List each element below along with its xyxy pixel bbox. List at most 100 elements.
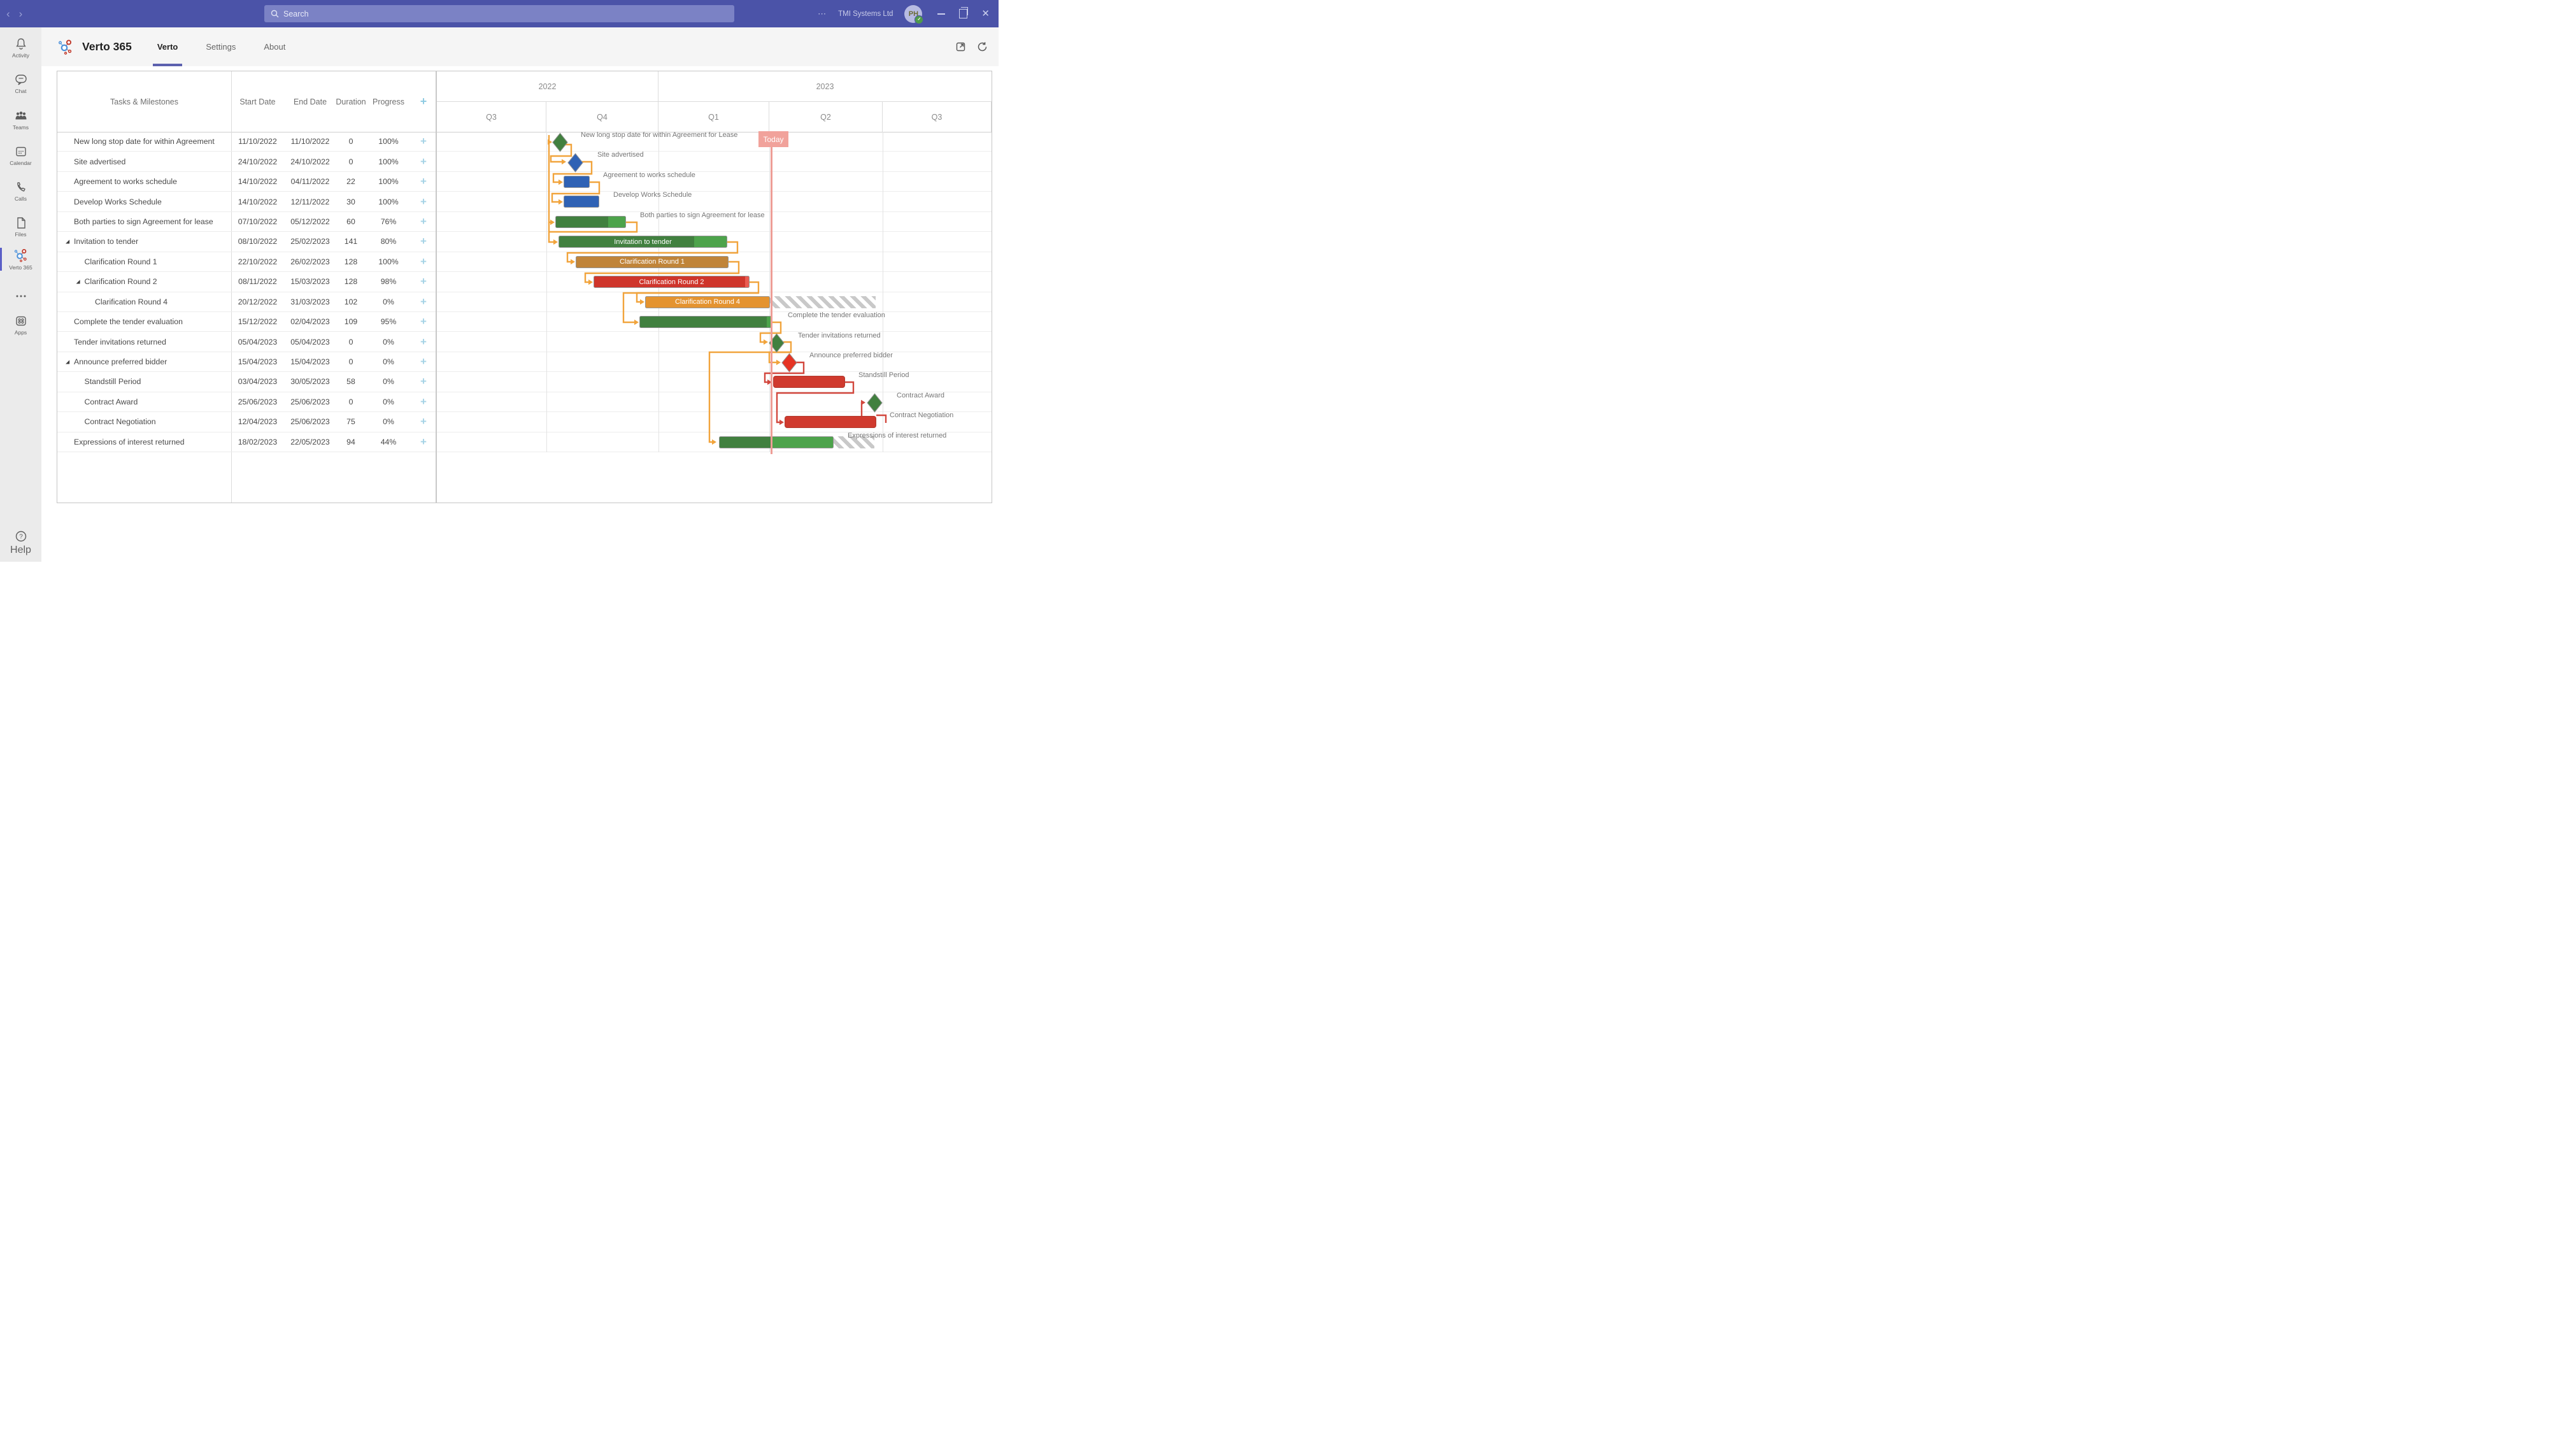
minimize-icon[interactable] bbox=[937, 13, 946, 15]
task-name: Standstill Period bbox=[84, 377, 141, 387]
table-row[interactable]: Site advertised 24/10/2022 24/10/2022 0 100%… bbox=[57, 152, 436, 172]
collapse-triangle-icon[interactable]: ◢ bbox=[66, 359, 70, 365]
gantt-bar[interactable] bbox=[639, 316, 772, 329]
quarter-label: Q2 bbox=[769, 102, 883, 132]
sidebar-item-verto-365[interactable]: Verto 365 bbox=[0, 244, 41, 275]
back-icon[interactable]: ‹ bbox=[6, 7, 10, 20]
task-progress: 100% bbox=[378, 137, 399, 146]
gantt-row bbox=[437, 312, 992, 332]
table-row[interactable]: Clarification Round 1 22/10/2022 26/02/202… bbox=[57, 252, 436, 273]
row-add-button[interactable]: + bbox=[420, 375, 427, 388]
sidebar-item-help[interactable]: ? Help bbox=[0, 529, 41, 557]
col-duration[interactable]: Duration bbox=[336, 97, 366, 106]
gantt-bar[interactable]: Clarification Round 2 bbox=[594, 276, 750, 289]
table-row[interactable]: Develop Works Schedule 14/10/2022 12/11/20… bbox=[57, 192, 436, 212]
avatar[interactable]: PH ✓ bbox=[904, 4, 924, 24]
table-row[interactable]: Expressions of interest returned 18/02/20… bbox=[57, 432, 436, 452]
tab-verto[interactable]: Verto bbox=[157, 27, 178, 66]
table-row[interactable]: ◢ Clarification Round 2 08/11/2022 15/03/20… bbox=[57, 272, 436, 292]
sidebar-item-apps[interactable]: Apps bbox=[0, 310, 41, 340]
task-end: 26/02/2023 bbox=[290, 257, 330, 266]
titlebar-more-icon[interactable]: ⋯ bbox=[818, 8, 827, 18]
collapse-triangle-icon[interactable]: ◢ bbox=[66, 238, 70, 245]
gantt-bar[interactable]: Clarification Round 1 bbox=[576, 255, 729, 268]
sidebar-item-files[interactable]: Files bbox=[0, 211, 41, 242]
refresh-icon[interactable] bbox=[976, 41, 988, 53]
quarter-label: Q1 bbox=[658, 102, 769, 132]
row-add-button[interactable]: + bbox=[420, 275, 427, 288]
task-name: Contract Negotiation bbox=[84, 417, 156, 427]
tab-about[interactable]: About bbox=[264, 42, 286, 52]
gantt-bar[interactable]: Clarification Round 4 bbox=[645, 296, 770, 308]
gantt-bar-segment bbox=[694, 236, 727, 248]
gantt-bar[interactable] bbox=[785, 416, 876, 429]
sidebar-item-chat[interactable]: Chat bbox=[0, 68, 41, 99]
row-add-button[interactable]: + bbox=[420, 295, 427, 308]
row-add-button[interactable]: + bbox=[420, 255, 427, 268]
col-progress[interactable]: Progress bbox=[372, 97, 405, 106]
gantt-bar[interactable]: Invitation to tender bbox=[559, 236, 727, 248]
gantt-bar[interactable] bbox=[773, 376, 845, 389]
col-tasks[interactable]: Tasks & Milestones bbox=[110, 97, 178, 106]
forward-icon[interactable]: › bbox=[18, 7, 23, 20]
app-rail: Activity Chat Teams Calendar Calls Files Verto… bbox=[0, 27, 41, 562]
collapse-triangle-icon[interactable]: ◢ bbox=[76, 278, 80, 285]
row-add-button[interactable]: + bbox=[420, 315, 427, 328]
sidebar-item-teams[interactable]: Teams bbox=[0, 104, 41, 135]
popout-icon[interactable] bbox=[955, 41, 967, 53]
table-row[interactable]: Contract Award 25/06/2023 25/06/2023 0 0% + bbox=[57, 392, 436, 413]
task-duration: 141 bbox=[344, 237, 358, 246]
table-row[interactable]: New long stop date for within Agreement 1… bbox=[57, 132, 436, 152]
close-icon[interactable]: ✕ bbox=[981, 8, 990, 19]
gantt-row bbox=[437, 192, 992, 212]
gantt-bar[interactable] bbox=[719, 436, 834, 448]
table-row[interactable]: Tender invitations returned 05/04/2023 05/… bbox=[57, 332, 436, 352]
sidebar-item-activity[interactable]: Activity bbox=[0, 32, 41, 63]
sidebar-item-calls[interactable]: Calls bbox=[0, 176, 41, 206]
table-row[interactable]: Clarification Round 4 20/12/2022 31/03/202… bbox=[57, 292, 436, 312]
gantt-bar[interactable] bbox=[564, 175, 590, 188]
table-row[interactable]: Complete the tender evaluation 15/12/2022… bbox=[57, 312, 436, 332]
table-row[interactable]: Agreement to works schedule 14/10/2022 04/… bbox=[57, 172, 436, 192]
table-row[interactable]: Both parties to sign Agreement for lease… bbox=[57, 212, 436, 232]
row-add-button[interactable]: + bbox=[420, 335, 427, 348]
table-row[interactable]: ◢ Announce preferred bidder 15/04/2023 15/0… bbox=[57, 352, 436, 373]
task-start: 03/04/2023 bbox=[238, 377, 278, 387]
table-row[interactable]: Contract Negotiation 12/04/2023 25/06/2023… bbox=[57, 412, 436, 432]
task-end: 05/04/2023 bbox=[290, 337, 330, 346]
search-input[interactable]: Search bbox=[264, 5, 734, 22]
gantt-bar-label: Invitation to tender bbox=[614, 238, 672, 246]
row-add-button[interactable]: + bbox=[420, 395, 427, 408]
gantt-bar-segment bbox=[608, 216, 625, 227]
task-name: Site advertised bbox=[74, 157, 126, 166]
col-end-date[interactable]: End Date bbox=[293, 97, 327, 106]
row-add-button[interactable]: + bbox=[420, 135, 427, 148]
gantt-bar-segment bbox=[767, 317, 771, 328]
tab-settings[interactable]: Settings bbox=[206, 42, 236, 52]
org-name[interactable]: TMI Systems Ltd bbox=[838, 10, 893, 18]
row-add-button[interactable]: + bbox=[420, 175, 427, 188]
row-add-button[interactable]: + bbox=[420, 415, 427, 428]
add-column-button[interactable]: + bbox=[420, 95, 427, 108]
row-add-button[interactable]: + bbox=[420, 235, 427, 248]
restore-icon[interactable] bbox=[959, 7, 969, 18]
gantt-bar[interactable] bbox=[555, 215, 626, 228]
gantt-row bbox=[437, 152, 992, 172]
task-end: 25/06/2023 bbox=[290, 397, 330, 406]
sidebar-item-calendar[interactable]: Calendar bbox=[0, 140, 41, 171]
row-add-button[interactable]: + bbox=[420, 215, 427, 227]
gantt-pane: 2022 2023 Q3 Q4 Q1 Q2 Q3 New long stop date f… bbox=[437, 71, 992, 503]
task-end: 31/03/2023 bbox=[290, 297, 330, 306]
row-add-button[interactable]: + bbox=[420, 195, 427, 208]
app-header: Verto 365 Verto Settings About bbox=[41, 27, 999, 66]
row-add-button[interactable]: + bbox=[420, 435, 427, 448]
row-add-button[interactable]: + bbox=[420, 155, 427, 168]
col-start-date[interactable]: Start Date bbox=[239, 97, 276, 106]
table-row[interactable]: ◢ Invitation to tender 08/10/2022 25/02/202… bbox=[57, 232, 436, 252]
row-add-button[interactable]: + bbox=[420, 355, 427, 368]
quarter-gridline bbox=[769, 132, 770, 452]
table-row[interactable]: Standstill Period 03/04/2023 30/05/2023 58 0… bbox=[57, 372, 436, 392]
gantt-task-label: Complete the tender evaluation bbox=[788, 311, 885, 320]
sidebar-item-more[interactable] bbox=[0, 281, 41, 311]
gantt-bar[interactable] bbox=[564, 196, 599, 208]
